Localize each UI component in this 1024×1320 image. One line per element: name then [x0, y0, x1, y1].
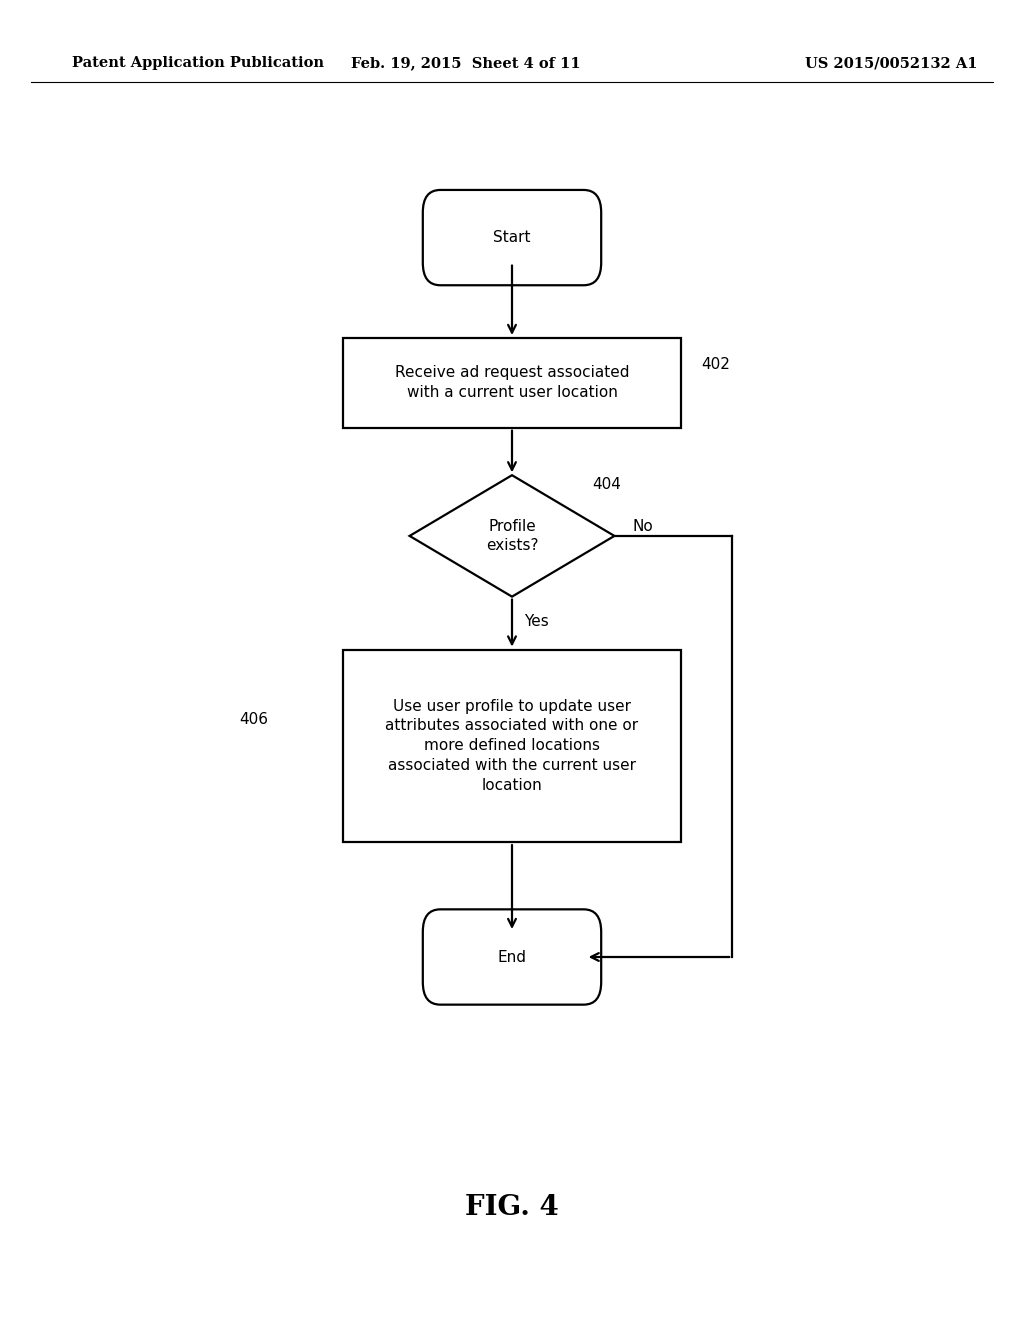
Text: Yes: Yes [524, 614, 549, 630]
FancyBboxPatch shape [343, 651, 681, 842]
Polygon shape [410, 475, 614, 597]
Text: Start: Start [494, 230, 530, 246]
Text: End: End [498, 949, 526, 965]
Text: No: No [633, 519, 653, 535]
Text: Feb. 19, 2015  Sheet 4 of 11: Feb. 19, 2015 Sheet 4 of 11 [351, 57, 581, 70]
Text: US 2015/0052132 A1: US 2015/0052132 A1 [805, 57, 977, 70]
Text: FIG. 4: FIG. 4 [465, 1195, 559, 1221]
Text: 406: 406 [240, 711, 268, 727]
Text: Receive ad request associated
with a current user location: Receive ad request associated with a cur… [394, 366, 630, 400]
FancyBboxPatch shape [423, 909, 601, 1005]
Text: 402: 402 [701, 356, 730, 372]
Text: 404: 404 [592, 477, 621, 492]
Text: Profile
exists?: Profile exists? [485, 519, 539, 553]
FancyBboxPatch shape [343, 338, 681, 428]
FancyBboxPatch shape [423, 190, 601, 285]
Text: Patent Application Publication: Patent Application Publication [72, 57, 324, 70]
Text: Use user profile to update user
attributes associated with one or
more defined l: Use user profile to update user attribut… [385, 698, 639, 793]
